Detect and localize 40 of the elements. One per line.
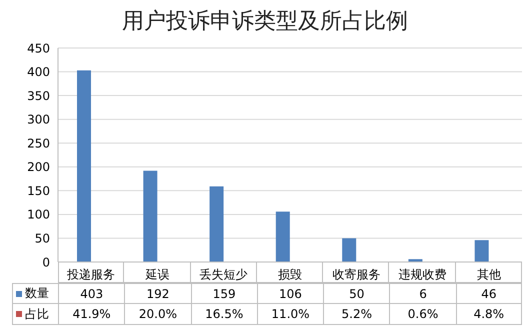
x-tick-label: 违规收费 xyxy=(398,268,447,282)
x-tick-label: 其他 xyxy=(476,268,501,282)
y-tick-label: 350 xyxy=(27,88,50,103)
data-label: 46 xyxy=(456,283,522,304)
chart-title: 用户投诉申诉类型及所占比例 xyxy=(121,8,409,36)
data-label: 4.8% xyxy=(456,304,522,325)
data-label: 159 xyxy=(190,283,257,304)
bar xyxy=(143,170,158,262)
data-label: 5.2% xyxy=(323,304,390,325)
x-tick-label: 投递服务 xyxy=(66,268,116,282)
x-tick-label: 损毁 xyxy=(278,268,302,282)
data-label: 403 xyxy=(58,283,124,304)
y-tick-label: 50 xyxy=(34,231,50,246)
data-label: 106 xyxy=(256,283,324,304)
y-tick-label: 200 xyxy=(27,160,50,174)
y-tick-label: 300 xyxy=(27,112,50,127)
y-tick-label: 450 xyxy=(27,41,50,56)
bar xyxy=(342,238,356,262)
data-label: 50 xyxy=(323,283,390,304)
data-label: 16.5% xyxy=(190,304,257,325)
data-label: 20.0% xyxy=(124,304,191,325)
y-tick-label: 400 xyxy=(27,65,50,80)
bar xyxy=(276,212,290,262)
x-tick-label: 丢失短少 xyxy=(200,268,248,282)
y-tick-label: 100 xyxy=(27,208,50,222)
data-label: 192 xyxy=(124,283,191,304)
y-tick-label: 0 xyxy=(42,255,50,270)
x-tick-label: 延误 xyxy=(144,268,170,282)
data-label: 6 xyxy=(389,283,456,304)
data-label: 0.6% xyxy=(389,304,456,325)
y-tick-label: 250 xyxy=(27,136,50,150)
data-label: 11.0% xyxy=(256,304,324,325)
legend-label: 数量 xyxy=(25,285,49,302)
legend-label: 占比 xyxy=(25,306,49,322)
y-tick-label: 150 xyxy=(27,184,50,198)
x-tick-label: 收寄服务 xyxy=(332,268,380,282)
bar xyxy=(77,70,91,262)
bar xyxy=(210,186,224,262)
data-label: 41.9% xyxy=(58,304,124,325)
bar xyxy=(474,240,489,262)
